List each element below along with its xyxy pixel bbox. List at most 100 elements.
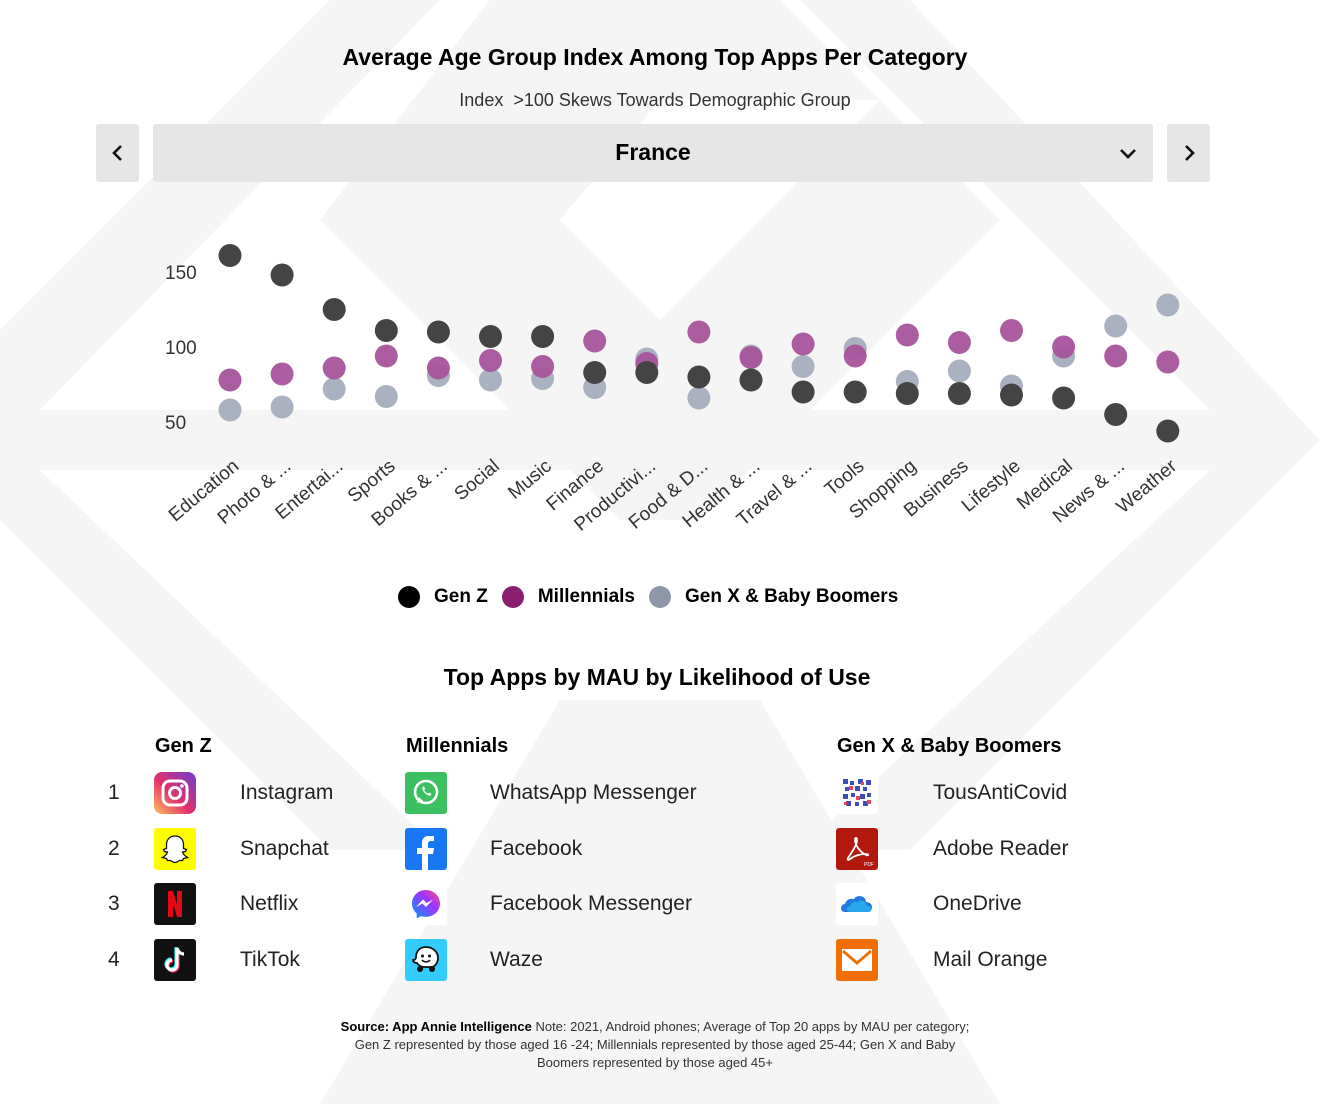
rank-number: 4 — [108, 948, 120, 971]
x-tick-label: Weather — [1113, 455, 1182, 517]
tousanticovid-icon[interactable] — [836, 772, 878, 814]
data-point-gen-z[interactable] — [843, 380, 867, 404]
data-point-gen-z[interactable] — [479, 325, 502, 348]
chevron-left-icon — [111, 145, 122, 161]
column-heading-gen-x: Gen X & Baby Boomers — [837, 735, 1062, 757]
app-name-mail-orange[interactable]: Mail Orange — [933, 948, 1048, 971]
data-point-gen-z[interactable] — [739, 368, 763, 392]
svg-text:PDF: PDF — [864, 862, 874, 868]
data-point-gen-x-baby-boomers[interactable] — [218, 398, 242, 422]
app-name-onedrive[interactable]: OneDrive — [933, 892, 1022, 915]
legend-swatch-gen-x — [648, 586, 671, 608]
legend-swatch-millennials — [501, 586, 524, 608]
app-name-netflix[interactable]: Netflix — [240, 892, 299, 915]
data-point-millennials[interactable] — [374, 344, 398, 368]
data-point-gen-x-baby-boomers[interactable] — [947, 359, 971, 383]
app-name-waze[interactable]: Waze — [490, 948, 543, 971]
data-point-gen-z[interactable] — [531, 325, 555, 348]
app-name-tiktok[interactable]: TikTok — [240, 948, 300, 971]
app-name-instagram[interactable]: Instagram — [240, 781, 334, 804]
subtitle-skew-note: >100 Skews Towards Demographic Group — [513, 90, 851, 110]
data-point-gen-x-baby-boomers[interactable] — [374, 385, 398, 408]
data-point-millennials[interactable] — [947, 331, 971, 354]
data-point-millennials[interactable] — [218, 368, 242, 392]
footnote-source: Source: App Annie Intelligence — [340, 1019, 532, 1034]
data-point-gen-x-baby-boomers[interactable] — [687, 386, 711, 410]
chart-legend: Gen Z Millennials Gen X & Baby Boomers — [398, 583, 912, 611]
data-point-gen-z[interactable] — [426, 320, 450, 344]
app-name-tousanticovid[interactable]: TousAntiCovid — [933, 781, 1068, 804]
chart-subtitle: Index >100 Skews Towards Demographic Grou… — [0, 90, 1310, 111]
data-point-millennials[interactable] — [895, 323, 919, 347]
instagram-icon[interactable] — [154, 772, 196, 814]
column-heading-millennials: Millennials — [406, 735, 509, 757]
data-point-millennials[interactable] — [687, 320, 711, 344]
data-point-gen-z[interactable] — [322, 298, 346, 321]
legend-label-gen-x: Gen X & Baby Boomers — [684, 586, 899, 607]
data-point-millennials[interactable] — [322, 356, 346, 380]
data-point-gen-z[interactable] — [1104, 403, 1128, 426]
legend-label-gen-z: Gen Z — [434, 586, 488, 607]
chart-title: Average Age Group Index Among Top Apps P… — [342, 44, 968, 70]
tiktok-icon[interactable] — [154, 939, 196, 981]
data-point-millennials[interactable] — [843, 344, 867, 368]
data-point-gen-z[interactable] — [1156, 419, 1180, 443]
app-name-facebook[interactable]: Facebook — [490, 837, 583, 860]
next-country-button[interactable] — [1167, 124, 1210, 182]
column-heading-gen-z: Gen Z — [155, 735, 212, 757]
rank-number: 2 — [108, 837, 120, 860]
data-point-millennials[interactable] — [1156, 350, 1180, 374]
data-point-gen-x-baby-boomers[interactable] — [1104, 314, 1128, 338]
data-point-gen-z[interactable] — [218, 244, 242, 267]
data-point-millennials[interactable] — [426, 356, 450, 380]
data-point-gen-z[interactable] — [374, 319, 398, 342]
data-point-gen-z[interactable] — [687, 365, 711, 389]
data-point-gen-z[interactable] — [635, 361, 659, 384]
data-point-millennials[interactable] — [583, 329, 607, 353]
mail-orange-icon[interactable] — [836, 939, 878, 981]
data-point-millennials[interactable] — [1052, 335, 1076, 359]
data-point-gen-z[interactable] — [791, 380, 815, 404]
app-name-adobe-reader[interactable]: Adobe Reader — [933, 837, 1069, 860]
data-point-gen-z[interactable] — [1052, 386, 1076, 410]
data-point-gen-x-baby-boomers[interactable] — [791, 355, 815, 378]
app-name-snapchat[interactable]: Snapchat — [240, 837, 329, 860]
app-name-whatsapp[interactable]: WhatsApp Messenger — [490, 781, 697, 804]
legend-label-millennials: Millennials — [537, 586, 635, 607]
waze-icon[interactable] — [405, 939, 447, 981]
app-name-messenger[interactable]: Facebook Messenger — [490, 892, 692, 915]
data-point-millennials[interactable] — [1000, 319, 1023, 342]
adobe-reader-icon[interactable]: PDF — [836, 828, 878, 870]
data-point-millennials[interactable] — [1104, 344, 1128, 368]
footnote-note: Note: 2021, Android phones; Average of T… — [354, 1019, 970, 1070]
data-point-gen-z[interactable] — [947, 382, 971, 405]
whatsapp-icon[interactable] — [405, 772, 447, 814]
data-point-gen-z[interactable] — [895, 382, 919, 405]
messenger-icon[interactable] — [405, 883, 447, 925]
data-point-gen-x-baby-boomers[interactable] — [270, 395, 294, 419]
netflix-icon[interactable] — [154, 883, 196, 925]
y-tick-label: 150 — [165, 263, 197, 284]
y-tick-label: 50 — [165, 413, 186, 434]
data-point-millennials[interactable] — [791, 332, 815, 356]
data-point-gen-z[interactable] — [1000, 383, 1023, 407]
data-point-millennials[interactable] — [739, 346, 763, 369]
data-point-gen-x-baby-boomers[interactable] — [479, 368, 502, 392]
data-point-gen-x-baby-boomers[interactable] — [1156, 293, 1180, 317]
data-point-millennials[interactable] — [531, 355, 555, 378]
chevron-down-icon — [1120, 149, 1136, 159]
country-dropdown[interactable]: France — [153, 124, 1153, 182]
top-apps-title: Top Apps by MAU by Likelihood of Use — [443, 664, 871, 690]
rank-number: 1 — [108, 781, 120, 804]
data-point-millennials[interactable] — [479, 349, 502, 372]
data-point-gen-z[interactable] — [583, 361, 607, 384]
source-footnote: Source: App Annie Intelligence Note: 202… — [340, 1018, 970, 1072]
facebook-icon[interactable] — [405, 828, 447, 870]
previous-country-button[interactable] — [96, 124, 139, 182]
data-point-millennials[interactable] — [270, 362, 294, 386]
data-point-gen-z[interactable] — [270, 263, 294, 287]
snapchat-icon[interactable] — [154, 828, 196, 870]
onedrive-icon[interactable] — [836, 883, 878, 925]
data-point-gen-x-baby-boomers[interactable] — [322, 377, 346, 401]
